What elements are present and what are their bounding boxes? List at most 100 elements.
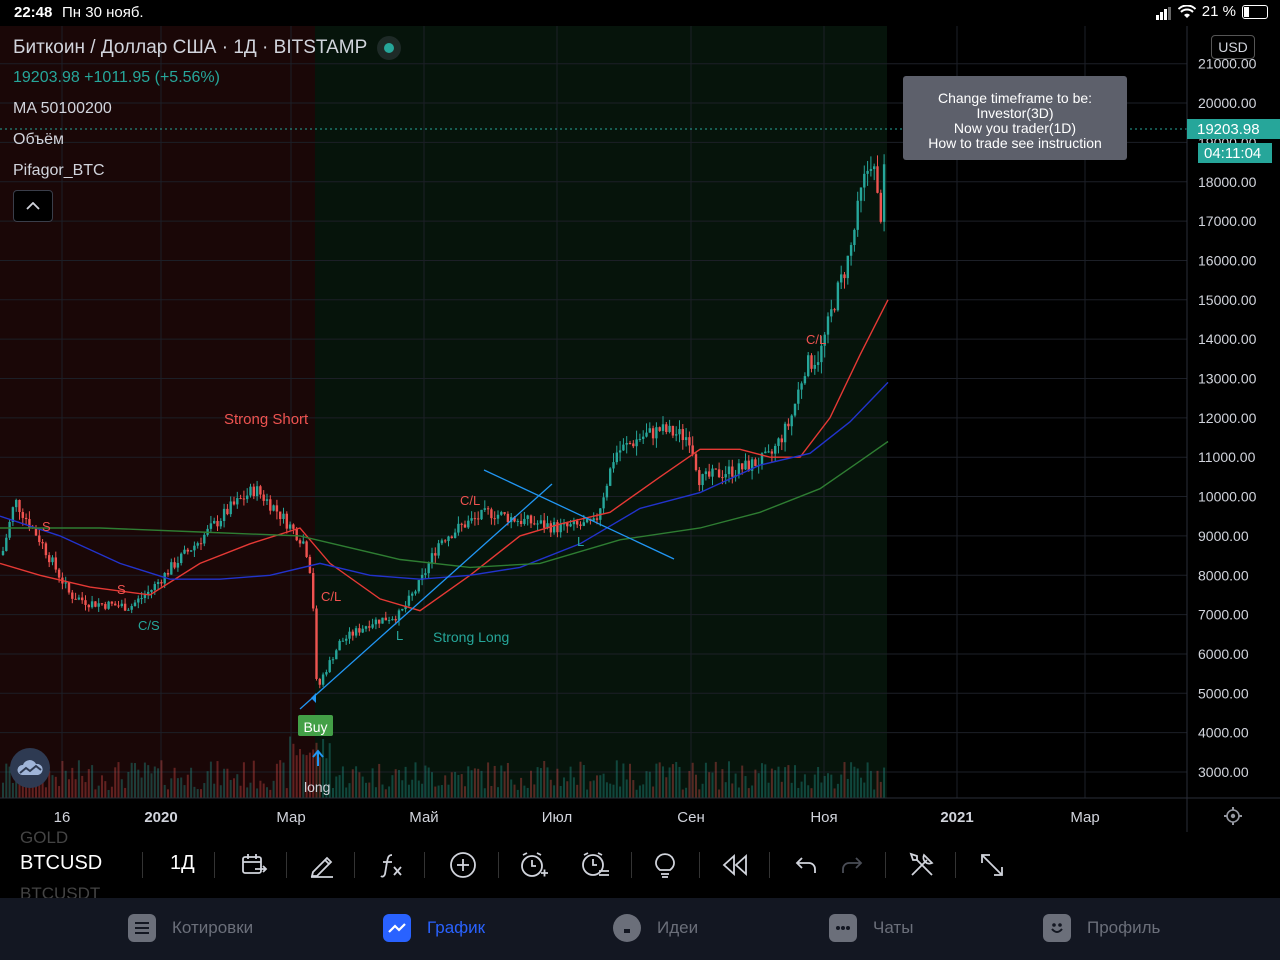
- tab-label: Чаты: [873, 918, 914, 937]
- candle-body: [252, 486, 255, 497]
- candle-body: [420, 574, 424, 581]
- volume-bar: [787, 765, 790, 798]
- candle-body: [232, 501, 236, 505]
- tab-label: Идеи: [657, 918, 699, 937]
- candle-body: [153, 584, 156, 590]
- price-chart[interactable]: Strong Short Strong Long long S S C/S C/L L C/L L…: [0, 26, 1280, 832]
- candle-body: [833, 309, 836, 311]
- redo-icon[interactable]: [835, 848, 869, 882]
- volume-bar: [460, 774, 463, 798]
- volume-bar: [81, 775, 84, 798]
- indicator-volume[interactable]: Объём: [13, 131, 64, 148]
- symbol-title[interactable]: Биткоин / Доллар США · 1Д · BITSTAMP: [13, 36, 402, 60]
- candle-body: [849, 245, 853, 256]
- tab-chart[interactable]: График: [383, 914, 485, 942]
- annotation-close-long: C/L: [460, 493, 480, 508]
- volume-bar: [506, 762, 509, 798]
- volume-bar: [239, 785, 242, 798]
- candle-body: [341, 640, 345, 642]
- tab-label: Профиль: [1087, 918, 1161, 937]
- volume-bar: [503, 771, 506, 798]
- volume-bar: [74, 779, 77, 798]
- indicators-fx-icon[interactable]: [374, 848, 408, 882]
- next-symbol[interactable]: BTCUSDT: [20, 884, 101, 898]
- candle-body: [430, 553, 434, 564]
- prev-symbol[interactable]: GOLD: [20, 828, 69, 847]
- volume-bar: [269, 789, 272, 798]
- add-icon[interactable]: [446, 848, 480, 882]
- tradingview-logo-button[interactable]: [10, 748, 50, 788]
- volume-bar: [523, 785, 526, 798]
- ideas-bulb-icon[interactable]: [648, 848, 682, 882]
- volume-bar: [790, 782, 793, 798]
- tab-ideas[interactable]: Идеи: [613, 914, 698, 942]
- indicator-ma[interactable]: MA 50100200: [13, 100, 112, 117]
- alerts-list-icon[interactable]: [578, 848, 612, 882]
- volume-bar: [721, 769, 724, 798]
- tab-chats[interactable]: Чаты: [829, 914, 913, 942]
- chart-area[interactable]: Strong Short Strong Long long S S C/S C/L L C/L L…: [0, 26, 1280, 832]
- volume-bar: [176, 778, 179, 798]
- tools-icon[interactable]: [905, 848, 939, 882]
- candle-body: [11, 507, 15, 522]
- volume-bar: [612, 784, 615, 798]
- volume-bar: [836, 783, 839, 798]
- collapse-legend-button[interactable]: [13, 190, 53, 222]
- candle-body: [704, 471, 708, 475]
- candle-body: [259, 486, 262, 495]
- candle-body: [262, 494, 265, 501]
- volume-bar: [404, 766, 407, 798]
- candle-body: [721, 477, 724, 479]
- volume-bar: [242, 762, 245, 798]
- candle-body: [394, 619, 397, 621]
- candle-body: [120, 603, 123, 607]
- compare-icon[interactable]: [237, 848, 271, 882]
- volume-bar: [477, 768, 480, 798]
- candle-body: [447, 536, 450, 542]
- symbol-selector[interactable]: BTCUSD: [20, 852, 103, 874]
- indicator-tooltip: Change timeframe to be: Investor(3D) Now…: [903, 76, 1127, 160]
- currency-button[interactable]: USD: [1211, 35, 1255, 59]
- candle-body: [67, 582, 71, 593]
- fullscreen-icon[interactable]: [975, 848, 1009, 882]
- volume-bar: [632, 780, 635, 798]
- volume-bar: [219, 785, 222, 798]
- volume-bar: [28, 783, 31, 798]
- candle-body: [628, 443, 632, 445]
- settings-gear-icon[interactable]: [1224, 807, 1242, 825]
- candle-body: [272, 505, 275, 511]
- market-status-icon[interactable]: [377, 36, 402, 60]
- tab-profile[interactable]: Профиль: [1043, 914, 1160, 942]
- interval-selector[interactable]: 1Д: [170, 852, 195, 874]
- candle-body: [38, 535, 41, 543]
- volume-bar: [681, 789, 684, 798]
- volume-bar: [761, 763, 763, 798]
- volume-bar: [374, 787, 377, 798]
- candle-body: [100, 603, 104, 605]
- last-price-tag: 19203.98: [1187, 119, 1280, 139]
- undo-icon[interactable]: [789, 848, 823, 882]
- volume-bar: [853, 766, 856, 798]
- candle-body: [335, 650, 338, 660]
- volume-bar: [744, 776, 747, 798]
- volume-bar: [734, 773, 737, 798]
- candle-body: [74, 598, 77, 600]
- draw-pencil-icon[interactable]: [305, 848, 339, 882]
- replay-icon[interactable]: [718, 848, 752, 882]
- candle-body: [104, 604, 107, 609]
- candle-body: [602, 497, 605, 509]
- candle-body: [480, 509, 483, 520]
- candle-body: [777, 438, 780, 446]
- tab-quotes[interactable]: Котировки: [128, 914, 253, 942]
- volume-bar: [365, 782, 367, 798]
- volume-bar: [272, 780, 275, 798]
- volume-bar: [572, 777, 575, 798]
- candle-body: [526, 515, 529, 519]
- indicator-pifagor[interactable]: Pifagor_BTC: [13, 162, 105, 179]
- candle-body: [90, 601, 94, 608]
- volume-bar: [823, 775, 826, 798]
- volume-bar: [312, 749, 315, 798]
- time-tick-label: Мар: [1070, 809, 1099, 826]
- volume-bar: [223, 768, 226, 798]
- add-alert-icon[interactable]: [517, 848, 551, 882]
